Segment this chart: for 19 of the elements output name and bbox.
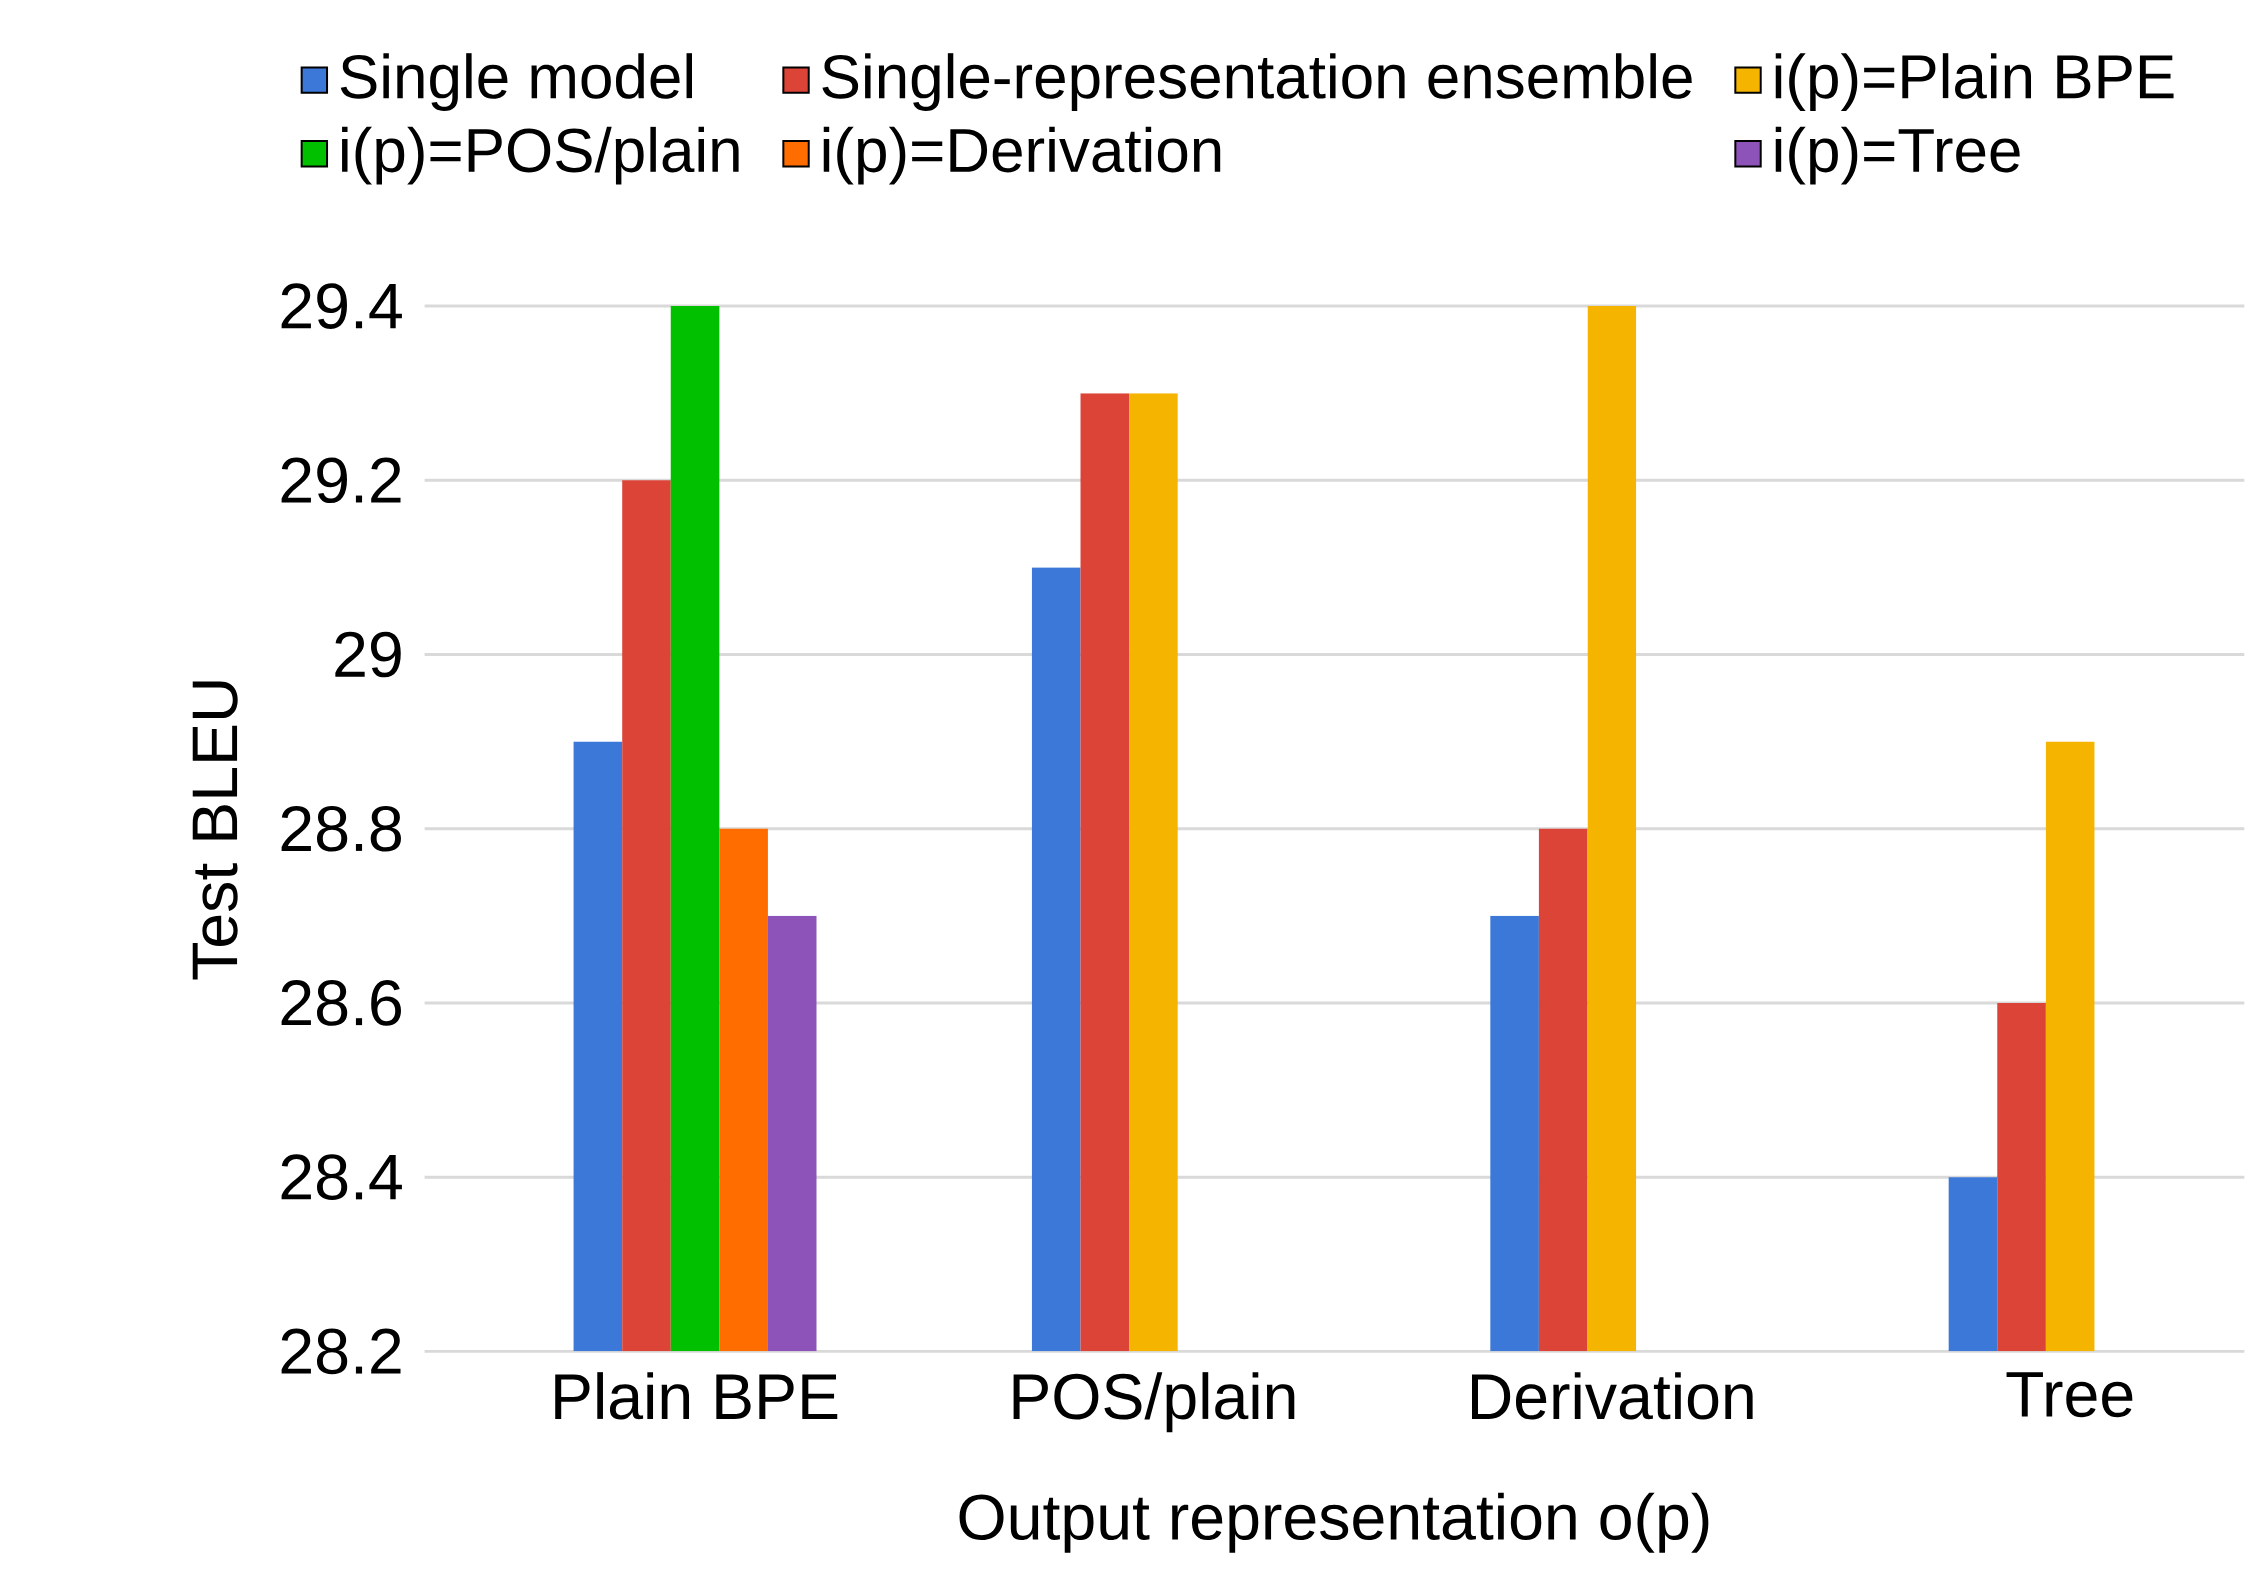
legend-label: i(p)=Tree	[1775, 127, 2020, 185]
y-tick-label: 29.2	[281, 457, 401, 504]
y-tick-label: 29.4	[281, 283, 402, 330]
y-axis-title: Test BLEU	[192, 681, 238, 980]
legend-label: i(p)=Plain BPE	[1775, 53, 2174, 112]
y-tick-label: 28.8	[281, 806, 401, 852]
y-tick-label: 28.6	[281, 980, 401, 1026]
x-tick-label: Plain BPE	[555, 1372, 838, 1420]
x-tick-label: POS/plain	[1013, 1372, 1295, 1433]
x-tick-label: Tree	[2006, 1372, 2133, 1418]
legend-label: Single-representation ensemble	[822, 53, 1692, 112]
x-axis-title: Output representation o(p)	[959, 1492, 1709, 1554]
y-tick-label: 28.2	[281, 1328, 401, 1375]
y-tick-label: 28.4	[281, 1154, 402, 1201]
y-tick-label: 29	[335, 631, 401, 678]
x-tick-label: Derivation	[1471, 1372, 1753, 1420]
legend-label: i(p)=POS/plain	[342, 127, 739, 185]
legend-label: Single model	[340, 53, 692, 112]
legend-label: i(p)=Derivation	[823, 127, 1221, 185]
